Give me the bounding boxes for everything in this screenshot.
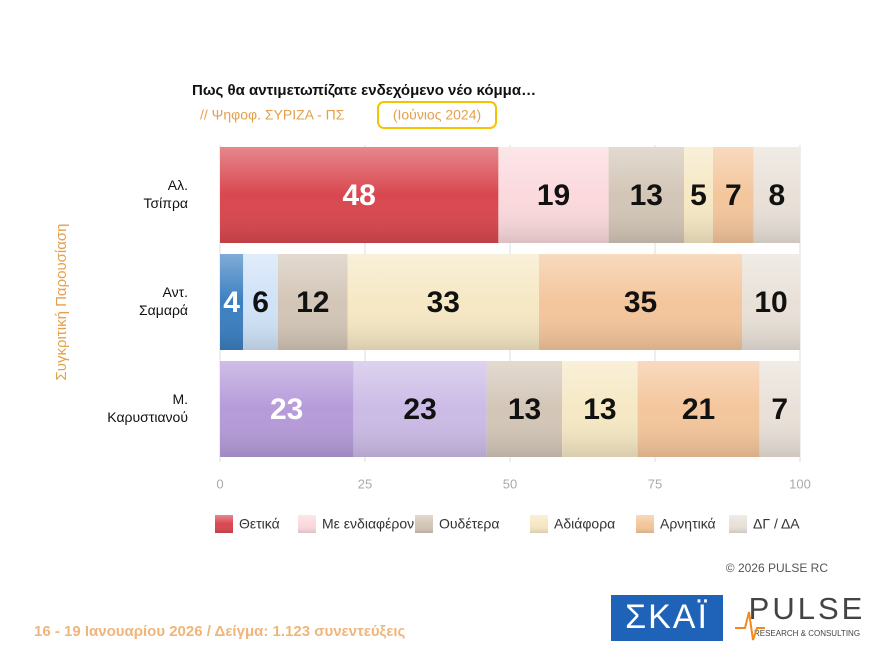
legend-swatch-shade: [215, 515, 233, 533]
bar-shade: [220, 147, 499, 243]
bar-shade: [608, 147, 684, 243]
period-badge: [377, 101, 497, 129]
value-label: 23: [403, 393, 436, 426]
value-label: 13: [583, 393, 616, 426]
logo-pulse: PULSE: [749, 591, 866, 626]
value-label: 21: [682, 393, 715, 426]
value-label: 7: [725, 179, 742, 212]
copyright: © 2026 PULSE RC: [726, 561, 829, 575]
value-label: 5: [690, 179, 707, 212]
legend-swatch-shade: [729, 515, 747, 533]
value-label: 23: [270, 393, 303, 426]
logo-box: [611, 595, 723, 641]
period: (Ιούνιος 2024): [393, 107, 481, 123]
x-tick-label: 100: [789, 476, 811, 491]
logo-pulse-line: [735, 611, 765, 641]
bar-shade: [684, 147, 713, 243]
legend-swatch-shade: [298, 515, 316, 533]
value-label: 8: [768, 179, 785, 212]
legend-label: Με ενδιαφέρον: [322, 516, 414, 532]
bar-shade: [278, 254, 348, 350]
bar-shade: [220, 361, 354, 457]
x-tick-label: 0: [216, 476, 223, 491]
value-label: 33: [427, 286, 460, 319]
value-label: 4: [223, 286, 240, 319]
y-tick-label: Αντ. Σαμαρά: [139, 284, 188, 318]
x-tick-label: 50: [503, 476, 517, 491]
legend-swatch-shade: [636, 515, 654, 533]
y-tick-label: Αλ. Τσίπρα: [144, 177, 188, 211]
bar-shade: [220, 254, 244, 350]
bar-shade: [353, 361, 487, 457]
value-label: 6: [252, 286, 269, 319]
legend-label: Θετικά: [239, 516, 280, 532]
chart-title: Πως θα αντιμετωπίζατε ενδεχόμενο νέο κόμ…: [192, 82, 536, 99]
legend-swatch-shade: [415, 515, 433, 533]
legend-label: Αρνητικά: [660, 516, 716, 532]
bar-shade: [562, 361, 638, 457]
bar-shade: [347, 254, 539, 350]
value-label: 13: [630, 179, 663, 212]
bar-shade: [498, 147, 609, 243]
bar-shade: [539, 254, 742, 350]
value-label: 7: [771, 393, 788, 426]
legend-label: Ουδέτερα: [439, 516, 499, 532]
legend-label: ΔΓ / ΔΑ: [753, 516, 800, 532]
y-tick-label: Μ. Καρυστιανού: [107, 391, 188, 425]
bar-shade: [713, 147, 754, 243]
legend-label: Αδιάφορα: [554, 516, 615, 532]
logo-skai: ΣΚΑΪ: [625, 598, 709, 636]
bar-shade: [486, 361, 563, 457]
value-label: 10: [754, 286, 787, 319]
x-tick-label: 75: [648, 476, 662, 491]
value-label: 48: [343, 179, 376, 212]
logo-pulse-sub: RESEARCH & CONSULTING: [754, 629, 860, 638]
bar-shade: [243, 254, 278, 350]
bar-shade: [637, 361, 760, 457]
fieldwork: 16 - 19 Ιανουαρίου 2026 / Δείγμα: 1.123 …: [34, 623, 406, 640]
x-tick-label: 25: [358, 476, 372, 491]
value-label: 35: [624, 286, 657, 319]
value-label: 13: [508, 393, 541, 426]
value-label: 19: [537, 179, 570, 212]
value-label: 12: [296, 286, 329, 319]
bar-shade: [759, 361, 800, 457]
subtitle: // Ψηφοφ. ΣΥΡΙΖΑ - ΠΣ: [200, 107, 345, 123]
y-axis-label: Συγκριτική Παρουσίαση: [53, 223, 70, 380]
bar-shade: [753, 147, 800, 243]
bar-shade: [742, 254, 800, 350]
legend-swatch-shade: [530, 515, 548, 533]
